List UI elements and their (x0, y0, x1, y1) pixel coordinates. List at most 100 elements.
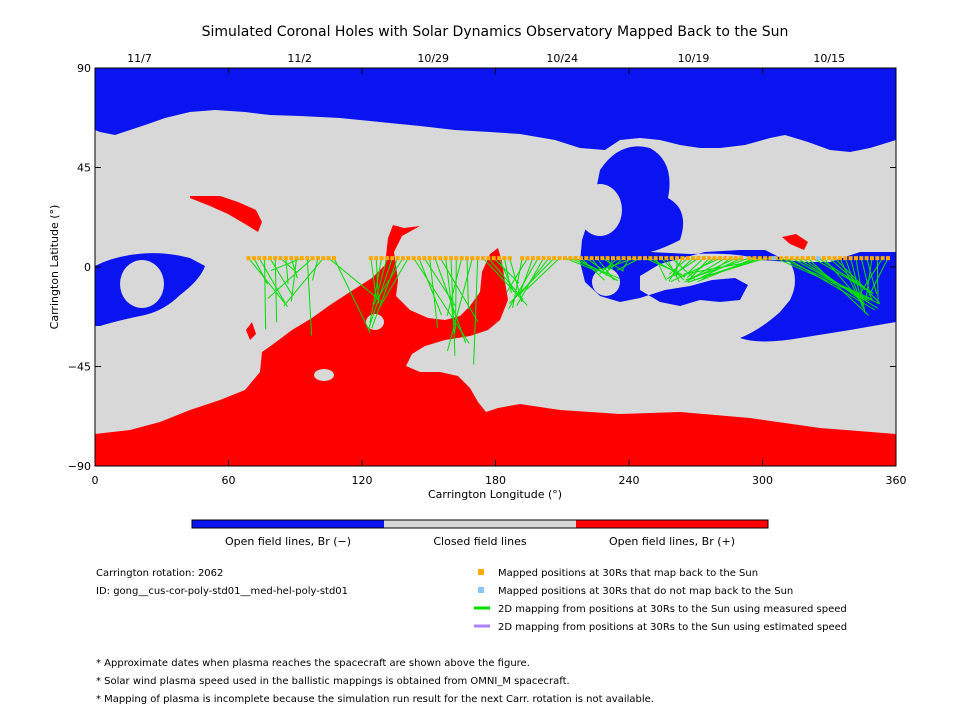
x-tick-label: 180 (485, 474, 506, 487)
mapped-point (497, 256, 502, 261)
mapped-point (374, 256, 379, 261)
mapping-line (248, 257, 289, 307)
mapping-line (450, 258, 456, 356)
mapped-point (664, 256, 669, 261)
mapped-point (578, 256, 583, 261)
mapping-line (376, 257, 404, 300)
mapped-point (321, 256, 326, 261)
mapped-point (289, 256, 294, 261)
y-tick-label: −90 (68, 460, 91, 473)
footnote: * Mapping of plasma is incomplete becaus… (96, 694, 654, 705)
mapped-point (685, 256, 690, 261)
mapping-line (454, 258, 457, 330)
mapping-line (575, 257, 619, 282)
mapped-point (520, 256, 525, 261)
mapping-line (270, 257, 303, 272)
mapping-line (859, 257, 884, 294)
date-tick-label: 10/19 (678, 52, 710, 65)
mapping-line (850, 258, 864, 309)
mapping-line (482, 257, 528, 306)
mapped-point (267, 256, 272, 261)
mapping-line (599, 257, 619, 275)
mapped-point (864, 256, 869, 261)
mapping-line (498, 257, 515, 293)
mapping-line (379, 257, 409, 308)
mapping-line (585, 257, 603, 271)
mapped-point (384, 256, 389, 261)
mapped-point (470, 256, 475, 261)
mapped-point (832, 256, 837, 261)
mapped-point (299, 256, 304, 261)
mapped-point (536, 256, 541, 261)
mapped-point (795, 256, 800, 261)
south-polar-coronal-hole (95, 225, 896, 466)
mapping-line (650, 257, 686, 278)
mapped-point (691, 256, 696, 261)
mapping-line (466, 258, 469, 309)
mapped-point (848, 256, 853, 261)
colorbar-segment (384, 520, 576, 528)
mapped-point (589, 256, 594, 261)
mapping-line (269, 257, 294, 297)
mapping-line (283, 257, 324, 307)
mapped-point (294, 256, 299, 261)
mapped-point (465, 256, 470, 261)
mapping-line (487, 257, 524, 300)
mapped-point (406, 256, 411, 261)
mapped-point (712, 256, 717, 261)
mapped-point (486, 256, 491, 261)
mapped-point (648, 256, 653, 261)
north-polar-coronal-hole (95, 68, 896, 152)
y-tick-label: 0 (84, 261, 91, 274)
mapping-line (860, 258, 872, 300)
mapping-line (429, 258, 439, 328)
mapping-line (373, 258, 388, 305)
mapped-point (747, 256, 752, 261)
mapping-line (616, 257, 640, 271)
legend-label: 2D mapping from positions at 30Rs to the… (498, 622, 847, 633)
closed-island-north (640, 148, 800, 202)
mapped-point (821, 256, 826, 261)
colorbar-label: Closed field lines (433, 535, 527, 548)
mapped-point (400, 256, 405, 261)
mapped-point (278, 256, 283, 261)
mapped-point (379, 256, 384, 261)
mapped-point (768, 256, 773, 261)
mapped-point (305, 256, 310, 261)
mapped-point (530, 256, 535, 261)
footnote: * Approximate dates when plasma reaches … (96, 658, 530, 669)
date-tick-label: 11/2 (287, 52, 312, 65)
mapped-point (594, 256, 599, 261)
date-tick-label: 11/7 (127, 52, 152, 65)
footnotes: * Approximate dates when plasma reaches … (96, 658, 654, 705)
mapping-line (311, 258, 319, 281)
mapped-point (669, 256, 674, 261)
mapped-point (701, 256, 706, 261)
y-tick-label: 45 (77, 162, 91, 175)
closed-island-south-2 (314, 369, 334, 381)
mapped-point (262, 256, 267, 261)
mapped-point (723, 256, 728, 261)
mapped-point (541, 256, 546, 261)
mapping-line (683, 257, 771, 275)
mapped-point (869, 256, 874, 261)
run-id: ID: gong__cus-cor-poly-std01__med-hel-po… (96, 586, 348, 597)
mapped-point (605, 256, 610, 261)
mapped-point (827, 256, 832, 261)
mapped-point (390, 256, 395, 261)
mapped-point (653, 256, 658, 261)
mapped-point (733, 256, 738, 261)
mapped-point (273, 256, 278, 261)
mapped-point (637, 256, 642, 261)
mapped-point (432, 256, 437, 261)
mapped-point (773, 256, 778, 261)
mapped-point (757, 256, 762, 261)
mapped-point (368, 256, 373, 261)
mapping-line (668, 257, 689, 275)
mapping-line (369, 258, 383, 324)
chart-title: Simulated Coronal Holes with Solar Dynam… (202, 24, 789, 40)
mapping-line (868, 257, 889, 296)
mapping-line (691, 257, 766, 282)
mapping-line (333, 257, 371, 333)
mapped-point (875, 256, 880, 261)
